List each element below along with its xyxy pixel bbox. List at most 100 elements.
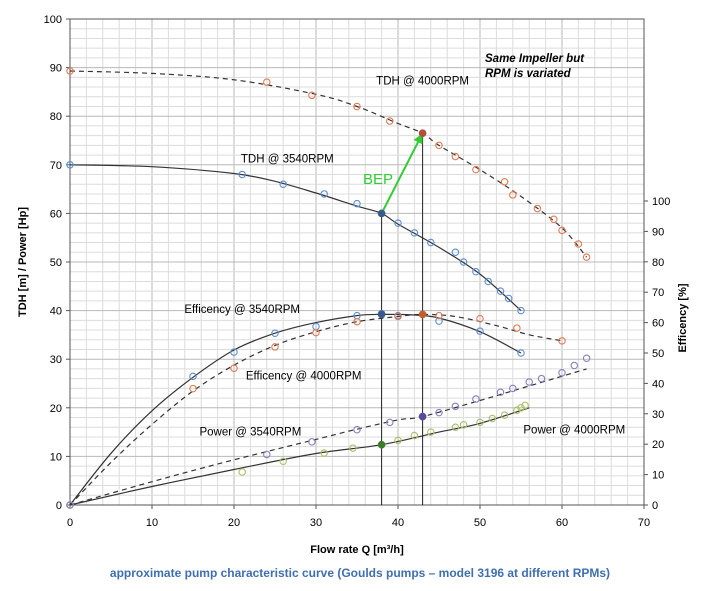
data-point — [537, 374, 546, 383]
x-tick-label: 60 — [556, 517, 568, 529]
data-point — [435, 408, 443, 417]
rpm-annotation: Same Impeller but RPM is variated — [485, 53, 585, 80]
x-tick-label: 50 — [474, 517, 486, 529]
highlight-point — [418, 412, 427, 421]
y2-tick-label: 20 — [652, 439, 664, 451]
chart-frame: 0 10 20 30 40 50 60 70 0 10 20 30 40 50 60 70 80 90 100 0 10… — [17, 14, 689, 556]
data-point — [435, 141, 443, 150]
data-point — [263, 78, 271, 86]
data-point — [484, 277, 492, 286]
highlight-point — [377, 209, 386, 218]
data-point — [427, 238, 435, 247]
data-point — [558, 226, 566, 235]
data-point — [574, 240, 583, 248]
data-point — [410, 229, 419, 237]
series-label: TDH @ 4000RPM — [376, 76, 469, 88]
data-point — [320, 190, 328, 198]
data-point — [394, 436, 402, 445]
highlight-point — [418, 310, 427, 319]
data-point — [386, 418, 394, 427]
series-label: Efficency @ 4000RPM — [246, 371, 362, 383]
series-labels: TDH @ 4000RPM TDH @ 3540RPM Efficency @ 35… — [184, 76, 625, 439]
data-point — [308, 91, 316, 100]
bep-arrow-shaft — [380, 132, 424, 214]
grid — [69, 18, 645, 506]
data-point — [238, 468, 246, 476]
data-point — [570, 361, 579, 370]
y-tick-label: 60 — [50, 208, 62, 220]
data-point — [320, 449, 328, 457]
y2-tick-label: 80 — [652, 257, 664, 269]
data-point — [353, 317, 361, 326]
series-curve — [69, 164, 522, 312]
data-point — [189, 372, 197, 381]
data-point — [230, 364, 238, 372]
bep-label: BEP — [363, 171, 393, 188]
data-point — [271, 329, 279, 337]
series-label: TDH @ 3540RPM — [241, 153, 334, 165]
data-point — [504, 294, 513, 303]
highlight-point — [377, 310, 386, 319]
annotation-line: Same Impeller but — [485, 53, 585, 65]
series-curve — [69, 70, 588, 258]
x-tick-label: 20 — [228, 517, 240, 529]
x-axis-title: Flow rate Q [m³/h] — [310, 544, 404, 556]
data-point — [500, 178, 509, 186]
y2-tick-label: 10 — [652, 470, 664, 482]
data-point — [513, 324, 521, 332]
series-label: Power @ 3540RPM — [199, 427, 301, 439]
series-curve — [69, 313, 522, 506]
axes: 0 10 20 30 40 50 60 700102030405060708090100010… — [44, 14, 671, 529]
y2-tick-label: 50 — [652, 348, 664, 360]
x-tick-label: 0 — [67, 517, 73, 529]
data-point — [353, 199, 361, 208]
highlight-point — [377, 440, 386, 449]
data-point — [521, 401, 529, 410]
data-point — [435, 311, 443, 320]
y2-axis-title: Efficency [%] — [677, 283, 689, 352]
y-tick-label: 40 — [50, 306, 62, 318]
data-point — [279, 457, 287, 466]
data-point — [517, 404, 525, 412]
x-tick-label: 10 — [146, 517, 158, 529]
figure-caption: approximate pump characteristic curve (G… — [109, 566, 611, 580]
data-point — [189, 384, 197, 393]
y2-tick-label: 60 — [652, 318, 664, 330]
data-point — [353, 102, 361, 111]
data-point — [500, 411, 509, 419]
data-point — [66, 501, 74, 509]
y-tick-label: 30 — [50, 354, 62, 366]
data-point — [394, 312, 402, 321]
data-points — [66, 67, 591, 509]
data-point — [509, 384, 517, 393]
y-axis-title: TDH [m] / Power [Hp] — [17, 207, 29, 317]
series-label: Efficency @ 3540RPM — [184, 304, 300, 316]
data-point — [459, 421, 468, 429]
y-tick-label: 90 — [50, 63, 62, 75]
data-point — [451, 423, 460, 431]
data-point — [410, 431, 419, 440]
x-tick-label: 70 — [638, 517, 650, 529]
data-point — [513, 406, 521, 414]
y-tick-label: 20 — [50, 403, 62, 415]
series-curve — [69, 313, 563, 506]
data-point — [550, 215, 558, 223]
y-tick-label: 50 — [50, 257, 62, 269]
y2-tick-label: 0 — [652, 500, 658, 512]
data-point — [472, 395, 480, 403]
data-point — [582, 253, 591, 261]
y-tick-label: 100 — [44, 14, 62, 26]
data-point — [308, 438, 316, 446]
data-point — [476, 327, 484, 335]
data-point — [427, 428, 435, 436]
data-point — [488, 414, 497, 423]
data-point — [558, 369, 566, 377]
data-point — [472, 267, 480, 276]
y2-tick-label: 90 — [652, 226, 664, 238]
data-point — [451, 402, 460, 411]
pump-curve-chart: 0 10 20 30 40 50 60 700102030405060708090100010… — [17, 14, 689, 556]
data-point — [66, 67, 74, 75]
x-tick-label: 30 — [310, 517, 322, 529]
data-point — [558, 337, 566, 345]
y2-tick-label: 70 — [652, 287, 664, 299]
